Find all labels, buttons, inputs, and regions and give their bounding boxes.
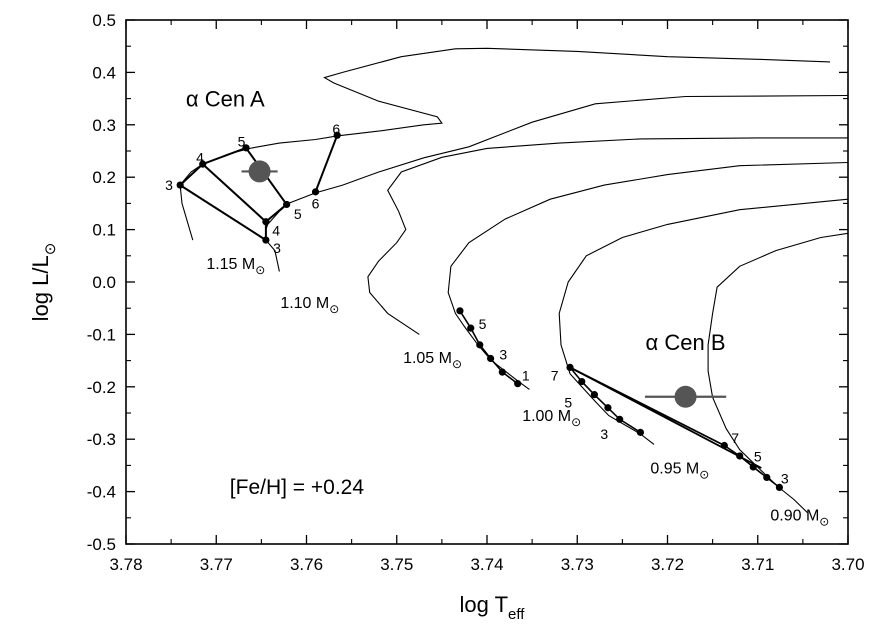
x-axis-title: log Teff	[460, 592, 526, 623]
axes-group: 3.78 3.77 3.76 3.75 3.74 3.73 3.72 3.71 3.70 -0.5…	[28, 11, 865, 623]
dots-group	[176, 131, 784, 492]
isochrone-dot	[262, 218, 270, 226]
star-marker	[248, 160, 271, 183]
isochrone-segment	[459, 310, 519, 385]
y-tick-label: 0.2	[92, 168, 116, 187]
star-marker	[674, 385, 697, 408]
isochrone-dot	[749, 463, 757, 471]
isochrone-dot	[604, 404, 612, 412]
isochrone-dot	[498, 368, 506, 376]
isochrone-age-label: 6	[312, 195, 320, 211]
isochrone-line-cen-a	[314, 134, 339, 193]
y-tick-label: 0.4	[92, 63, 116, 82]
y-tick-label: 0.5	[92, 11, 116, 30]
isochrone-dot	[476, 341, 484, 349]
x-tick-label: 3.70	[831, 555, 864, 574]
isochrone-dot	[467, 324, 475, 332]
isochrone-dot	[590, 391, 598, 399]
isochrone-dot	[720, 441, 728, 450]
isochrone-dot	[176, 181, 184, 189]
isochrone-age-label: 7	[731, 430, 739, 446]
y-tick-label: -0.4	[87, 483, 116, 502]
evolutionary-track	[558, 198, 849, 445]
isochrone-age-label: 3	[781, 471, 789, 487]
y-tick-label: 0.3	[92, 116, 116, 135]
y-tick-label: -0.5	[87, 535, 116, 554]
isochrone-dot	[487, 354, 495, 363]
metallicity-label: [Fe/H] = +0.24	[230, 476, 365, 499]
isochrone-age-label: 5	[564, 395, 572, 411]
isochrone-age-label: 5	[754, 448, 762, 464]
x-tick-label: 3.73	[561, 555, 594, 574]
isochrone-dot	[199, 160, 207, 168]
track-mass-label: 1.05 M⊙	[403, 350, 462, 371]
isochrone-age-label: 3	[165, 177, 173, 193]
isochrone-age-label: 7	[551, 367, 559, 383]
isochrone-dot	[242, 144, 250, 152]
isochrone-age-label: 3	[499, 346, 507, 362]
isochrone-dot	[514, 380, 522, 388]
x-tick-label: 3.76	[290, 555, 323, 574]
x-tick-label: 3.71	[741, 555, 774, 574]
isochrone-dot	[333, 131, 341, 139]
isochrone-dot	[456, 307, 464, 315]
x-tick-label: 3.75	[380, 555, 413, 574]
y-tick-label: -0.2	[87, 378, 116, 397]
isochrone-age-label: 6	[332, 121, 340, 137]
isochrone-age-label: 1	[522, 367, 530, 383]
y-tick-label: 0.0	[92, 273, 116, 292]
isochrone-line-cen-a	[202, 163, 267, 223]
y-tick-label: 0.1	[92, 221, 116, 240]
isochrone-age-label: 5	[294, 206, 302, 222]
evolutionary-tracks-group	[179, 47, 849, 513]
isochrone-line-cen-a	[179, 184, 267, 241]
track-mass-label: 1.00 M⊙	[522, 408, 581, 429]
isochrone-dot	[616, 415, 624, 423]
isochrone-age-label: 3	[273, 240, 281, 256]
x-tick-label: 3.74	[470, 555, 503, 574]
isochrone-dot	[763, 473, 771, 482]
evolutionary-track	[265, 94, 849, 272]
star-label: α Cen A	[186, 86, 265, 111]
track-mass-label: 0.90 M⊙	[770, 507, 829, 528]
isochrone-dot	[566, 363, 574, 372]
isochrone-dot	[283, 200, 291, 209]
isochrone-dot	[636, 428, 645, 436]
isochrone-age-label: 4	[272, 223, 280, 239]
isochrone-connector	[179, 146, 247, 186]
isochrone-age-label: 5	[238, 134, 246, 150]
isochrone-dot	[775, 483, 784, 492]
isochrone-dot	[578, 377, 586, 386]
isochrone-dot	[311, 188, 320, 196]
track-mass-label: 1.10 M⊙	[280, 295, 339, 316]
x-tick-label: 3.78	[109, 555, 142, 574]
y-tick-label: -0.3	[87, 430, 116, 449]
evolutionary-track	[367, 137, 848, 335]
evolutionary-track	[447, 161, 849, 390]
x-tick-label: 3.77	[200, 555, 233, 574]
isochrone-line-cen-b	[569, 366, 762, 469]
isochrone-dot	[262, 236, 270, 244]
y-axis-title: log L/L⊙	[28, 243, 59, 322]
isochrones-group	[179, 134, 780, 489]
y-tick-label: -0.1	[87, 325, 116, 344]
isochrone-age-label: 3	[600, 426, 608, 442]
isochrone-age-label: 5	[479, 316, 487, 332]
isochrone-age-label: 4	[196, 149, 204, 165]
stars-group	[241, 160, 727, 408]
track-mass-label: 1.15 M⊙	[206, 256, 265, 277]
isochrone-dot	[736, 452, 744, 460]
star-label: α Cen B	[646, 330, 726, 355]
x-tick-label: 3.72	[651, 555, 684, 574]
track-mass-label: 0.95 M⊙	[650, 460, 709, 481]
evolutionary-track	[707, 232, 849, 513]
